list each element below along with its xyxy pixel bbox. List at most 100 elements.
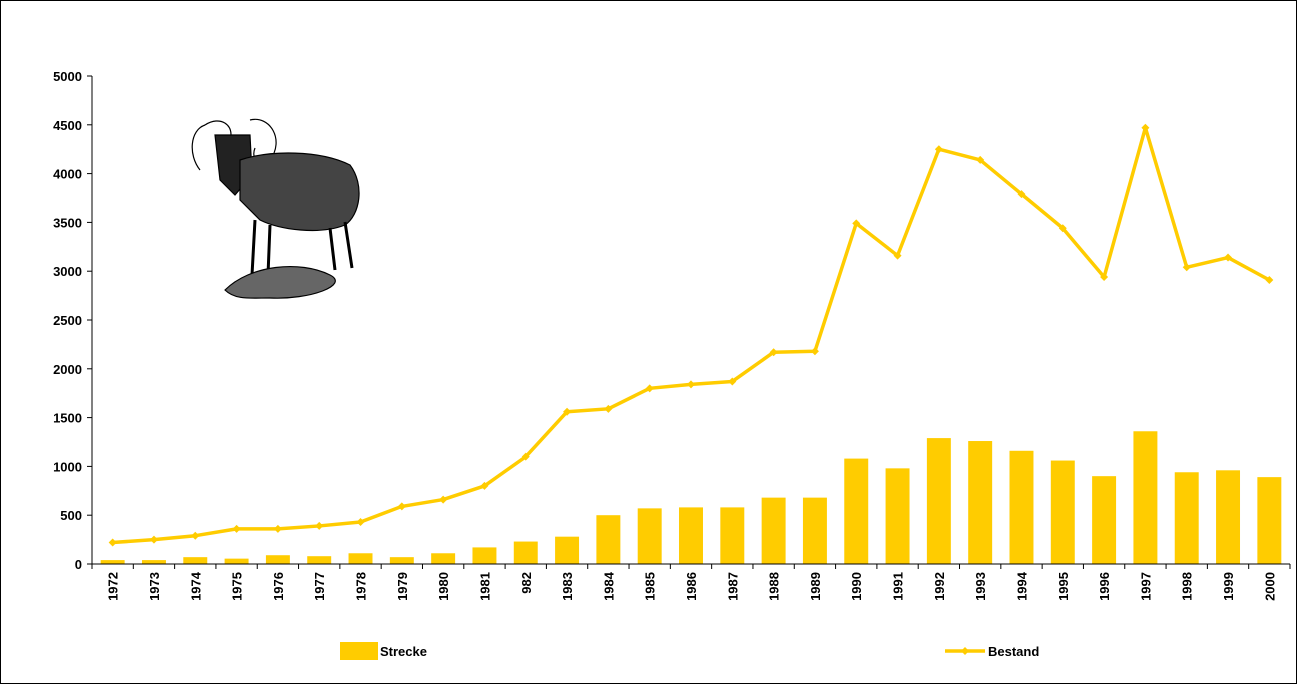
y-tick-label: 1000	[53, 459, 82, 474]
line-marker	[232, 524, 241, 533]
x-tick-label: 1976	[271, 572, 286, 601]
bar	[1092, 476, 1117, 564]
bar	[761, 497, 786, 564]
x-tick-label: 1991	[891, 572, 906, 601]
y-tick-label: 3500	[53, 215, 82, 230]
bar	[637, 508, 662, 564]
line-marker	[728, 377, 737, 386]
y-tick-label: 500	[60, 508, 82, 523]
bar	[596, 515, 621, 564]
x-tick-label: 1990	[849, 572, 864, 601]
bar	[141, 560, 166, 564]
bar	[1050, 460, 1075, 564]
bar	[968, 441, 993, 564]
x-tick-label: 1975	[230, 572, 245, 601]
x-tick-label: 1993	[973, 572, 988, 601]
y-tick-label: 3000	[53, 264, 82, 279]
bar	[307, 556, 332, 564]
y-tick-label: 5000	[53, 69, 82, 84]
x-tick-label: 1992	[932, 572, 947, 601]
line-marker	[1224, 253, 1233, 262]
legend-label: Bestand	[988, 644, 1039, 659]
bar	[265, 555, 290, 564]
bar	[720, 507, 745, 564]
bar	[802, 497, 827, 564]
bar	[844, 458, 869, 564]
line-marker	[1182, 263, 1191, 272]
legend-swatch	[340, 642, 378, 660]
x-tick-label: 1978	[354, 572, 369, 601]
bar	[431, 553, 456, 564]
bar	[472, 547, 497, 564]
line-marker	[976, 155, 985, 164]
bar	[348, 553, 373, 564]
line-marker	[191, 531, 200, 540]
x-tick-label: 1997	[1138, 572, 1153, 601]
line-marker	[439, 495, 448, 504]
x-tick-label: 1989	[808, 572, 823, 601]
bar	[1133, 431, 1158, 564]
line-marker	[273, 524, 282, 533]
x-tick-label: 1996	[1097, 572, 1112, 601]
line-marker	[645, 384, 654, 393]
line-marker	[315, 521, 324, 530]
x-tick-label: 982	[519, 572, 534, 594]
bar	[100, 560, 125, 564]
y-tick-label: 4500	[53, 118, 82, 133]
line-marker	[810, 347, 819, 356]
x-tick-label: 1980	[436, 572, 451, 601]
legend-marker	[961, 647, 969, 655]
x-tick-label: 1977	[312, 572, 327, 601]
y-tick-label: 2000	[53, 362, 82, 377]
line-marker	[397, 502, 406, 511]
y-tick-label: 2500	[53, 313, 82, 328]
line-marker	[108, 538, 117, 547]
bar	[183, 557, 208, 564]
x-tick-label: 1998	[1180, 572, 1195, 601]
line-marker	[687, 380, 695, 389]
line-marker	[521, 452, 530, 461]
x-tick-label: 1986	[684, 572, 699, 601]
y-tick-label: 1500	[53, 411, 82, 426]
bar	[679, 507, 703, 564]
bar	[926, 438, 951, 564]
line-marker	[893, 251, 902, 260]
line-marker	[769, 348, 778, 357]
bar	[389, 557, 414, 564]
x-tick-label: 2000	[1262, 572, 1277, 601]
bar	[1216, 470, 1241, 564]
x-tick-label: 1981	[477, 572, 492, 601]
x-tick-label: 1994	[1014, 571, 1029, 601]
x-tick-label: 1995	[1056, 572, 1071, 601]
line-marker	[356, 518, 365, 527]
bar	[555, 536, 580, 564]
y-tick-label: 0	[75, 557, 82, 572]
line-marker	[1100, 273, 1109, 282]
line-marker	[1141, 123, 1150, 132]
line-marker	[1265, 275, 1274, 284]
bar	[1009, 450, 1034, 564]
line-marker	[1017, 190, 1026, 199]
line-marker	[934, 145, 943, 154]
bar	[513, 541, 538, 564]
legend-label: Strecke	[380, 644, 427, 659]
x-tick-label: 1985	[643, 572, 658, 601]
line-marker	[563, 407, 572, 416]
bar	[1174, 472, 1199, 564]
x-tick-label: 1999	[1221, 572, 1236, 601]
line-marker	[1058, 224, 1067, 233]
line-marker	[604, 404, 613, 413]
x-tick-label: 1972	[106, 572, 121, 601]
x-tick-label: 1983	[560, 572, 575, 601]
line-marker	[480, 481, 489, 490]
bar	[885, 468, 910, 564]
x-tick-label: 1974	[188, 571, 203, 601]
x-tick-label: 1987	[725, 572, 740, 601]
ram-illustration	[191, 118, 360, 299]
bar	[224, 558, 249, 564]
x-tick-label: 1973	[147, 572, 162, 601]
y-tick-label: 4000	[53, 167, 82, 182]
